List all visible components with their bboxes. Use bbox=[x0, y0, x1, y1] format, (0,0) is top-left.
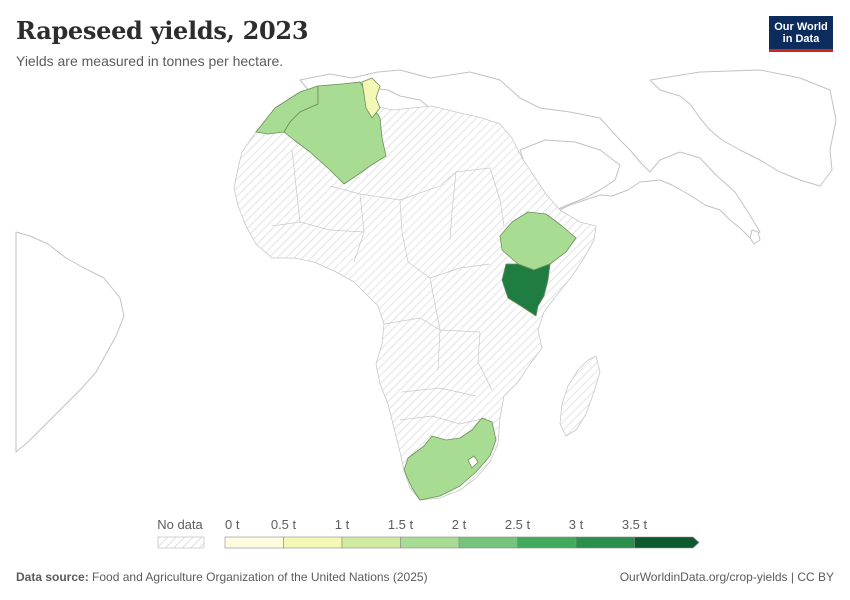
legend-tick-label: 2.5 t bbox=[505, 517, 531, 532]
chart-title: Rapeseed yields, 2023 bbox=[16, 16, 309, 45]
chart-subtitle: Yields are measured in tonnes per hectar… bbox=[16, 53, 284, 69]
legend-tick-label: 1 t bbox=[335, 517, 350, 532]
legend-tick-label: 3 t bbox=[569, 517, 584, 532]
legend-tick-label: 0 t bbox=[225, 517, 240, 532]
legend-no-data-label: No data bbox=[157, 517, 203, 532]
owid-link[interactable]: OurWorldinData.org/crop-yields | CC BY bbox=[619, 570, 834, 584]
legend-bin-7[interactable] bbox=[634, 536, 700, 549]
legend-tick-label: 1.5 t bbox=[388, 517, 414, 532]
legend-bin-0[interactable] bbox=[224, 536, 284, 549]
outline-land bbox=[15, 69, 837, 453]
sri-lanka-outline bbox=[749, 229, 761, 245]
choropleth-map bbox=[15, 69, 837, 501]
logo-line-1: Our World bbox=[774, 20, 828, 33]
owid-logo[interactable]: Our World in Data bbox=[769, 16, 833, 52]
legend-bin-4[interactable] bbox=[458, 536, 518, 549]
legend-bins bbox=[224, 536, 700, 549]
data-source-text: Food and Agriculture Organization of the… bbox=[92, 570, 428, 584]
country-tunisia[interactable] bbox=[361, 77, 381, 119]
legend-bin-3[interactable] bbox=[400, 536, 460, 549]
legend-tick-label: 3.5 t bbox=[622, 517, 648, 532]
legend-tick-label: 0.5 t bbox=[271, 517, 297, 532]
south-america-outline bbox=[15, 231, 125, 453]
legend-bin-1[interactable] bbox=[283, 536, 343, 549]
legend-no-data-swatch bbox=[157, 536, 205, 549]
logo-line-2: in Data bbox=[782, 32, 820, 45]
legend-tick-label: 2 t bbox=[452, 517, 467, 532]
country-kenya[interactable] bbox=[501, 263, 551, 317]
legend-bin-6[interactable] bbox=[575, 536, 635, 549]
data-source-label: Data source: bbox=[16, 570, 89, 584]
country-ethiopia[interactable] bbox=[499, 211, 577, 271]
legend-bin-5[interactable] bbox=[517, 536, 577, 549]
legend-ticks: 0 t 0.5 t 1 t 1.5 t 2 t 2.5 t 3 t 3.5 t bbox=[225, 517, 648, 532]
africa-mainland bbox=[233, 81, 597, 501]
madagascar bbox=[559, 355, 601, 437]
africa-no-data bbox=[233, 81, 601, 501]
data-countries bbox=[255, 77, 577, 501]
country-borders bbox=[271, 149, 505, 425]
footer: Data source: Food and Agriculture Organi… bbox=[16, 570, 834, 584]
lesotho bbox=[467, 455, 479, 469]
color-legend: No data 0 t 0.5 t 1 t 1.5 t 2 t 2.5 t 3 t 3.5 t bbox=[157, 517, 700, 549]
country-south-africa[interactable] bbox=[403, 417, 497, 501]
asia-east-outline bbox=[649, 69, 837, 187]
legend-bin-2[interactable] bbox=[341, 536, 401, 549]
